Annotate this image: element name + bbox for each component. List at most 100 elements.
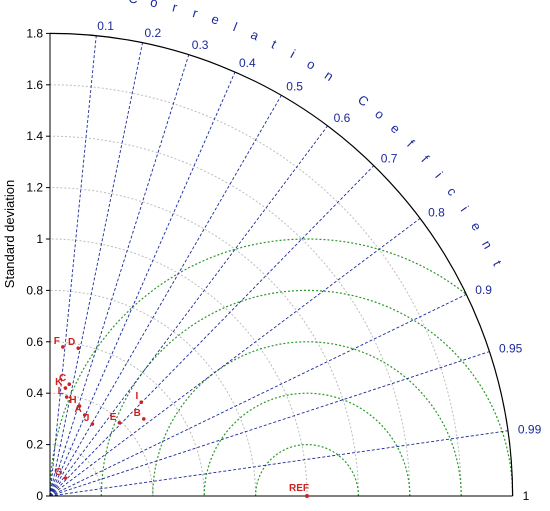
data-point <box>77 404 82 408</box>
y-tick-label: 0.8 <box>26 283 43 297</box>
axes <box>49 32 514 497</box>
std-grid-arc <box>49 444 102 497</box>
data-point <box>64 395 69 399</box>
correlation-lines <box>49 35 509 497</box>
correlation-title-char: a <box>248 27 261 44</box>
rms-arc <box>152 341 462 496</box>
correlation-axis-title: CorrelationCoefficient <box>127 0 505 268</box>
data-point <box>139 400 144 404</box>
data-point-label: G <box>55 467 63 478</box>
data-point-label: B <box>134 408 141 419</box>
y-tick-label: 0.4 <box>26 386 43 400</box>
y-tick-label: 0 <box>36 489 43 503</box>
rms-arc <box>203 392 411 496</box>
correlation-title-char: f <box>418 152 432 165</box>
std-grid-arc <box>49 135 411 497</box>
model-points: A B C D E F G H I J KL REF <box>54 336 309 498</box>
correlation-tick-label: 0.7 <box>381 152 398 166</box>
rms-arcs <box>49 238 514 496</box>
data-point-label: C <box>59 373 66 384</box>
correlation-line <box>49 125 328 497</box>
correlation-title-char: l <box>231 19 239 34</box>
correlation-line <box>49 35 97 497</box>
correlation-title-char: e <box>388 120 404 136</box>
std-grid-arc <box>49 84 462 497</box>
correlation-line <box>49 42 143 497</box>
data-point <box>142 417 146 421</box>
correlation-line <box>49 430 509 497</box>
rms-arc <box>49 238 466 496</box>
correlation-title-char: o <box>372 106 387 122</box>
y-tick-label: 1 <box>36 232 43 246</box>
correlation-line <box>49 95 282 497</box>
data-point <box>117 420 122 425</box>
std-grid-arc <box>49 392 154 497</box>
correlation-title-char: i <box>458 203 472 214</box>
correlation-title-char: C <box>127 0 139 7</box>
data-point-label: K <box>55 377 63 388</box>
y-tick-label: 1.8 <box>26 26 43 40</box>
correlation-title-char: o <box>149 0 159 10</box>
data-point-label: L <box>58 386 64 397</box>
data-point-label: E <box>110 412 117 423</box>
data-point <box>90 422 95 426</box>
correlation-title-char: C <box>355 92 372 110</box>
correlation-title-char: e <box>210 11 222 28</box>
correlation-title-char: e <box>468 219 485 233</box>
correlation-tick-label: 0.95 <box>499 341 523 355</box>
rms-arc <box>255 444 359 496</box>
correlation-title-char: t <box>269 36 279 51</box>
data-point-label: H <box>69 395 76 406</box>
correlation-title-char: f <box>404 137 418 150</box>
correlation-tick-label: 0.6 <box>334 111 351 125</box>
correlation-line <box>49 351 490 497</box>
data-point <box>76 346 81 351</box>
y-tick-label: 1.4 <box>26 129 43 143</box>
y-tick-label: 0.2 <box>26 438 43 452</box>
correlation-line <box>49 218 421 497</box>
std-grid-arc <box>49 238 308 497</box>
correlation-title-char: o <box>304 56 318 73</box>
std-grid-arc <box>49 187 359 497</box>
correlation-line <box>49 54 190 497</box>
correlation-tick-label: 0.1 <box>97 19 114 33</box>
correlation-title-char: n <box>479 238 496 252</box>
correlation-title-char: c <box>444 184 460 199</box>
correlation-tick-label: 0.9 <box>475 283 492 297</box>
std-grid-arcs <box>49 84 462 497</box>
y-tick-label: 1.6 <box>26 78 43 92</box>
y-axis-title: Standard deviation <box>2 180 17 288</box>
correlation-tick-label: 0.2 <box>145 26 162 40</box>
correlation-title-char: i <box>432 169 445 181</box>
data-point <box>61 345 65 349</box>
outer-arc <box>49 32 514 497</box>
correlation-title-char: r <box>171 0 180 15</box>
data-point-label: F <box>54 336 60 347</box>
correlation-tick-labels: 0.1 0.2 0.3 0.4 0.5 0.6 0.7 0.8 0.9 0.95 0.99 1 <box>97 19 541 503</box>
correlation-line <box>49 293 467 497</box>
correlation-tick-label: 0.4 <box>239 56 256 70</box>
y-tick-label: 1.2 <box>26 181 43 195</box>
reference-point <box>305 494 309 498</box>
correlation-tick-label: 0.99 <box>518 422 542 436</box>
y-tick-labels: 0 0.2 0.4 0.6 0.8 1 1.2 1.4 1.6 1.8 <box>26 26 50 503</box>
correlation-line <box>49 165 375 497</box>
reference-label: REF <box>289 483 309 494</box>
correlation-title-char: n <box>322 68 336 84</box>
correlation-title-char: t <box>490 258 505 268</box>
correlation-tick-label: 0.8 <box>428 205 445 219</box>
data-point-label: I <box>135 391 138 402</box>
correlation-title-char: i <box>288 46 298 61</box>
correlation-tick-label: 1 <box>523 489 530 503</box>
data-point <box>67 382 72 387</box>
correlation-tick-label: 0.3 <box>192 38 209 52</box>
correlation-title-char: r <box>191 5 200 21</box>
data-point-label: A <box>74 404 81 415</box>
correlation-tick-label: 0.5 <box>286 80 303 94</box>
data-point <box>82 413 87 417</box>
y-tick-label: 0.6 <box>26 335 43 349</box>
correlation-line <box>49 71 236 497</box>
data-point <box>63 476 68 480</box>
data-point-label: D <box>68 337 75 348</box>
